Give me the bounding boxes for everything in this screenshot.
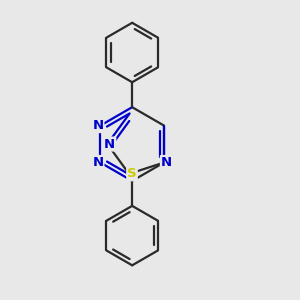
Text: N: N [104, 138, 115, 151]
Text: N: N [92, 119, 104, 132]
Text: N: N [92, 156, 104, 169]
Text: N: N [161, 156, 172, 169]
Text: S: S [127, 167, 137, 180]
